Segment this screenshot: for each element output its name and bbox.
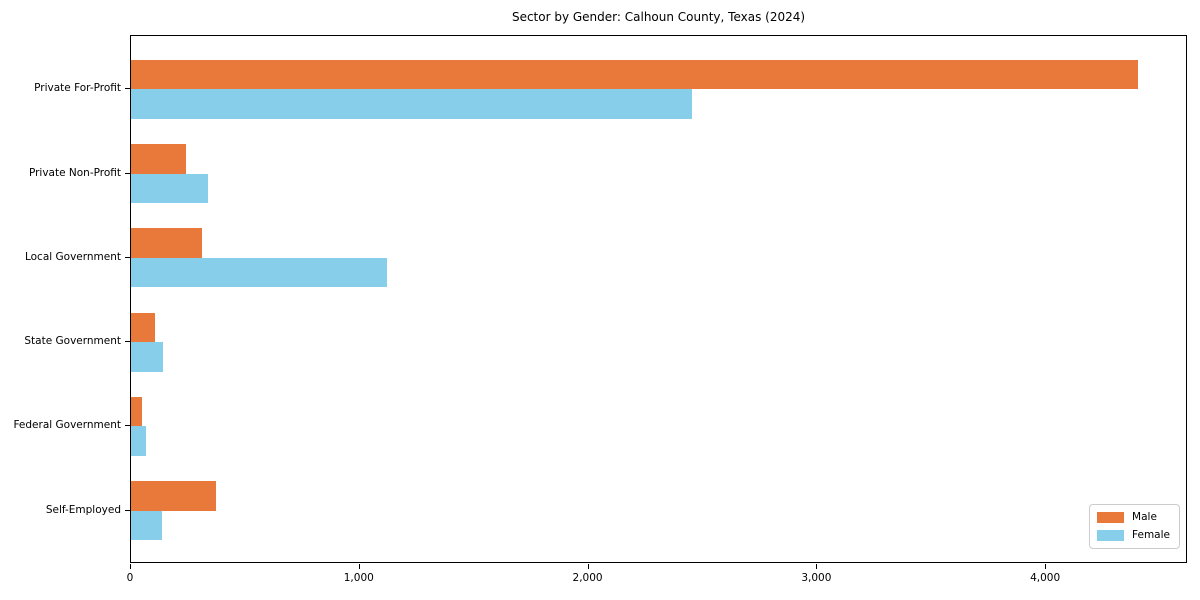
female-bar-federal-government: [131, 426, 146, 456]
male-bar-private-for-profit: [131, 60, 1138, 90]
xtick-label-1000: 1,000: [343, 572, 374, 584]
ytick-label-local-government: Local Government: [24, 250, 121, 263]
legend-swatch-male-icon: [1097, 512, 1125, 523]
legend-label-female: Female: [1132, 529, 1170, 541]
ytick-mark-state-government: [125, 341, 130, 343]
male-bar-federal-government: [131, 396, 143, 427]
ytick-mark-private-non-profit: [125, 172, 130, 174]
xtick-label-4000: 4,000: [1030, 572, 1061, 584]
xtick-label-0: 0: [126, 572, 134, 584]
legend-swatch-female-icon: [1097, 530, 1125, 541]
female-bar-private-for-profit: [131, 89, 692, 119]
xtick-mark-3000: [816, 564, 818, 569]
xtick-mark-2000: [587, 564, 589, 569]
ytick-label-private-non-profit: Private Non-Profit: [28, 166, 121, 179]
xtick-label-3000: 3,000: [801, 572, 832, 584]
female-bar-private-non-profit: [131, 173, 208, 204]
female-bar-self-employed: [131, 510, 162, 540]
male-bar-private-non-profit: [131, 144, 186, 174]
xtick-label-2000: 2,000: [572, 572, 603, 584]
ytick-mark-local-government: [125, 256, 130, 258]
chart-title: Sector by Gender: Calhoun County, Texas …: [511, 10, 806, 24]
ytick-label-state-government: State Government: [24, 335, 121, 348]
female-bar-state-government: [131, 342, 164, 372]
male-bar-self-employed: [131, 481, 216, 511]
ytick-label-federal-government: Federal Government: [13, 419, 121, 432]
male-bar-local-government: [131, 228, 202, 258]
female-bar-local-government: [131, 257, 388, 288]
legend-item-female: Female: [1097, 529, 1170, 542]
xtick-mark-1000: [358, 564, 360, 569]
ytick-mark-private-for-profit: [125, 88, 130, 90]
xtick-mark-4000: [1045, 564, 1047, 569]
legend-label-male: Male: [1132, 511, 1157, 523]
plot-area: Male Female: [130, 35, 1187, 563]
ytick-mark-federal-government: [125, 425, 130, 427]
male-bar-state-government: [131, 312, 156, 343]
legend-item-male: Male: [1097, 511, 1170, 524]
xtick-mark-0: [130, 564, 131, 569]
legend: Male Female: [1089, 504, 1180, 549]
ytick-label-private-for-profit: Private For-Profit: [34, 82, 121, 95]
ytick-mark-self-employed: [125, 509, 130, 511]
ytick-label-self-employed: Self-Employed: [45, 503, 121, 516]
